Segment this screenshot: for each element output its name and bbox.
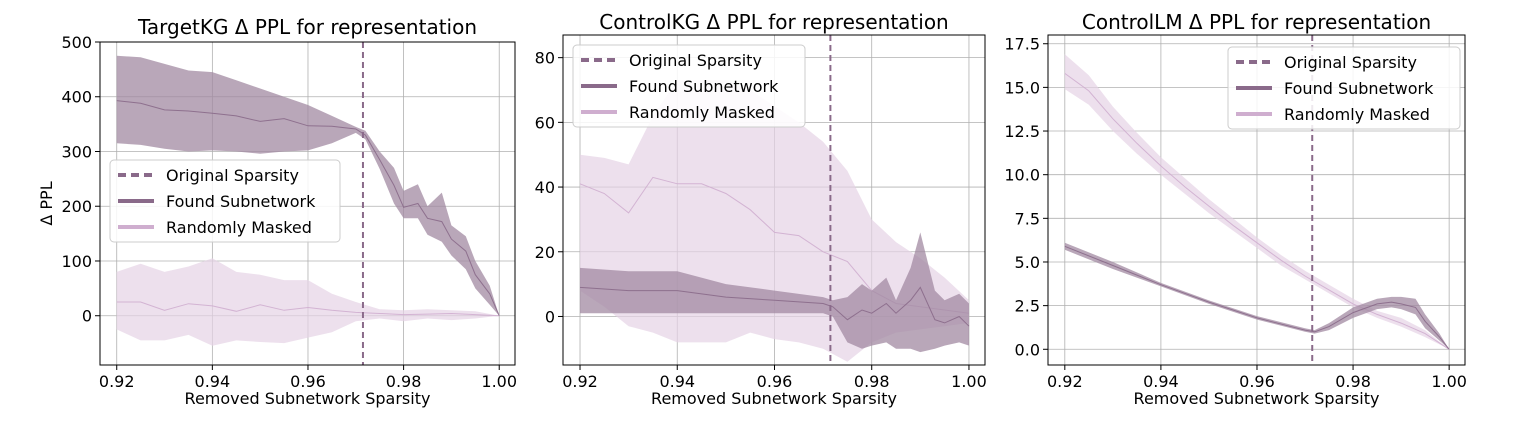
chart-3-legend: Original Sparsity Found Subnetwork Randoml… — [1227, 46, 1461, 130]
chart-1-xtick-label-0: 0.92 — [99, 372, 135, 391]
chart-1-ytick-label-1: 100 — [61, 252, 92, 271]
chart-1-xlabel: Removed Subnetwork Sparsity — [185, 389, 431, 408]
chart-1-ytick-label-4: 400 — [61, 88, 92, 107]
chart-1-found-subnetwork-band — [116, 55, 500, 316]
chart-3-legend-label-2: Randomly Masked — [1284, 105, 1430, 124]
chart-1: 0.92 0.94 0.96 0.98 1.00 0 100 200 300 400 500 Targ… — [37, 15, 517, 408]
chart-1-xtick-label-1: 0.94 — [195, 372, 231, 391]
chart-1-legend: Original Sparsity Found Subnetwork Randoml… — [109, 159, 341, 243]
chart-1-ytick-label-0: 0 — [82, 307, 92, 326]
chart-1-xtick-label-4: 1.00 — [481, 372, 517, 391]
chart-2: 0.92 0.94 0.96 0.98 1.00 0 20 40 60 80 ControlKG Δ… — [535, 10, 987, 408]
chart-1-ytick-label-2: 200 — [61, 197, 92, 216]
chart-1-ylabel: Δ PPL — [37, 181, 56, 225]
chart-3-ytick-label-0: 0.0 — [1015, 340, 1040, 359]
chart-3-randomly-masked-line — [1064, 72, 1450, 350]
chart-2-legend-label-1: Found Subnetwork — [629, 77, 779, 96]
chart-1-legend-label-1: Found Subnetwork — [166, 192, 316, 211]
chart-2-xtick-label-4: 1.00 — [951, 372, 987, 391]
chart-3-ytick-label-2: 5.0 — [1015, 253, 1040, 272]
chart-2-xlabel: Removed Subnetwork Sparsity — [651, 389, 897, 408]
chart-3-ytick-label-5: 12.5 — [1004, 122, 1040, 141]
chart-3-xtick-label-2: 0.96 — [1239, 372, 1275, 391]
chart-1-xtick-label-3: 0.98 — [386, 372, 422, 391]
chart-1-found-subnetwork-line — [116, 100, 500, 316]
chart-3-xtick-label-4: 1.00 — [1431, 372, 1467, 391]
chart-1-ytick-label-5: 500 — [61, 33, 92, 52]
chart-2-title: ControlKG Δ PPL for representation — [599, 10, 948, 34]
chart-2-ytick-label-4: 80 — [535, 49, 555, 68]
chart-1-randomly-masked-band — [116, 258, 500, 346]
chart-2-xtick-label-3: 0.98 — [854, 372, 890, 391]
chart-2-found-subnetwork-band — [580, 232, 969, 353]
chart-2-ytick-label-0: 0 — [545, 307, 555, 326]
chart-1-xtick-label-2: 0.96 — [290, 372, 326, 391]
chart-1-legend-label-0: Original Sparsity — [166, 166, 299, 185]
chart-2-legend: Original Sparsity Found Subnetwork Randoml… — [572, 44, 806, 128]
chart-3-ytick-label-3: 7.5 — [1015, 209, 1040, 228]
chart-3-ytick-label-7: 17.5 — [1004, 35, 1040, 54]
chart-2-legend-box — [572, 44, 806, 128]
chart-2-legend-label-0: Original Sparsity — [629, 51, 762, 70]
chart-2-xtick-label-1: 0.94 — [659, 372, 695, 391]
chart-2-legend-label-2: Randomly Masked — [629, 103, 775, 122]
chart-3-found-subnetwork-line — [1064, 245, 1450, 350]
chart-3-xtick-label-0: 0.92 — [1047, 372, 1083, 391]
chart-3-xlabel: Removed Subnetwork Sparsity — [1134, 389, 1380, 408]
chart-1-legend-box — [109, 159, 341, 243]
chart-3-legend-label-0: Original Sparsity — [1284, 53, 1417, 72]
chart-2-found-subnetwork-line — [579, 286, 970, 327]
chart-3-title: ControlLM Δ PPL for representation — [1082, 10, 1431, 34]
chart-3-ytick-label-6: 15.0 — [1004, 78, 1040, 97]
chart-2-ytick-label-1: 20 — [535, 243, 555, 262]
chart-2-plot-area — [579, 35, 970, 365]
chart-2-xtick-label-0: 0.92 — [562, 372, 598, 391]
chart-3-legend-label-1: Found Subnetwork — [1284, 79, 1434, 98]
chart-3: 0.92 0.94 0.96 0.98 1.00 0.0 2.5 5.0 7.5 10.0 12.5… — [1004, 10, 1467, 408]
chart-3-ytick-label-4: 10.0 — [1004, 166, 1040, 185]
chart-3-xtick-label-3: 0.98 — [1335, 372, 1371, 391]
chart-3-legend-box — [1227, 46, 1461, 130]
chart-2-ytick-label-2: 40 — [535, 178, 555, 197]
chart-3-xtick-label-1: 0.94 — [1143, 372, 1179, 391]
chart-1-plot-area — [116, 42, 500, 365]
chart-1-randomly-masked-line — [116, 301, 500, 317]
chart-1-title: TargetKG Δ PPL for representation — [137, 15, 477, 39]
chart-2-xtick-label-2: 0.96 — [757, 372, 793, 391]
chart-3-ytick-label-1: 2.5 — [1015, 297, 1040, 316]
chart-1-ytick-label-3: 300 — [61, 142, 92, 161]
chart-1-legend-label-2: Randomly Masked — [166, 218, 312, 237]
chart-2-ytick-label-3: 60 — [535, 113, 555, 132]
